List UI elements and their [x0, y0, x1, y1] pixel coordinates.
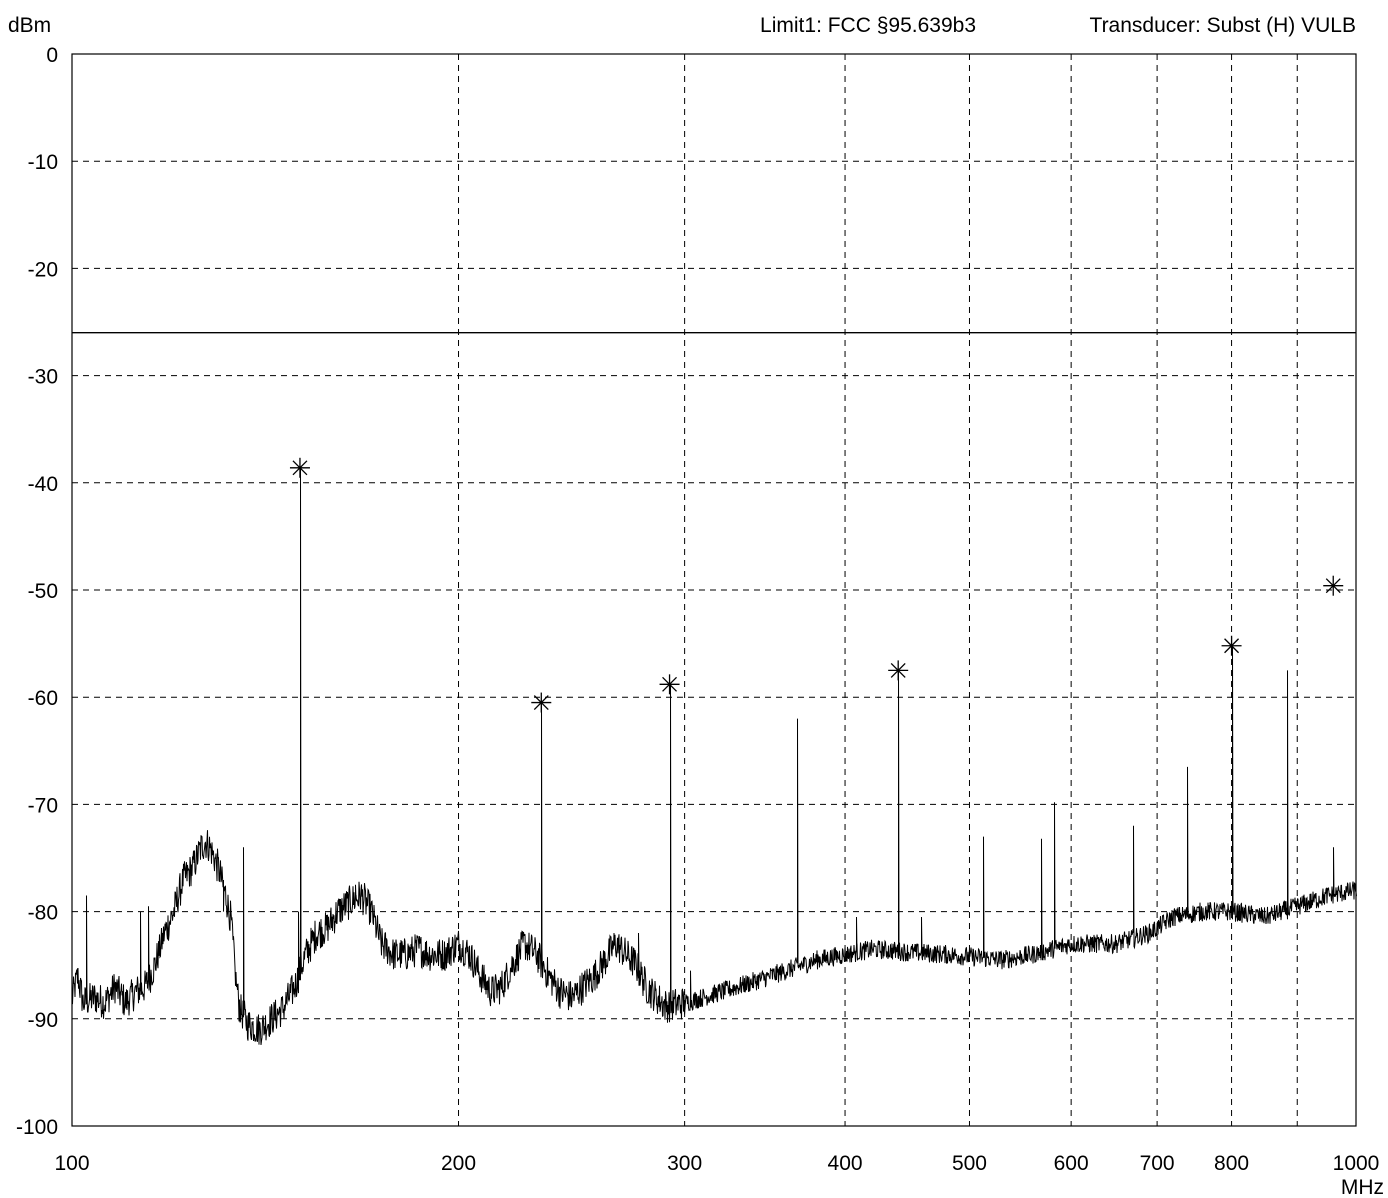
peak-marker	[1221, 635, 1242, 656]
y-tick-label: -90	[28, 1009, 58, 1032]
y-tick-label: -80	[28, 902, 58, 925]
y-axis-unit-label: dBm	[8, 14, 51, 37]
marker-group	[289, 457, 1344, 713]
peak-marker	[659, 674, 680, 695]
x-tick-label: 400	[828, 1152, 863, 1175]
grid	[72, 54, 1356, 1126]
tick-labels: 0 -10 -20 -30 -40 -50 -60 -70 -80 -90 -100 100 200 30…	[16, 44, 1379, 1175]
x-tick-label: 800	[1214, 1152, 1249, 1175]
peak-marker	[1323, 575, 1344, 596]
y-tick-label: -20	[28, 258, 58, 281]
spectrum-trace	[71, 467, 1357, 1046]
peak-marker	[531, 692, 552, 713]
x-tick-label: 500	[952, 1152, 987, 1175]
x-tick-label: 600	[1054, 1152, 1089, 1175]
y-tick-label: -50	[28, 580, 58, 603]
y-tick-label: -10	[28, 151, 58, 174]
x-tick-label: 1000	[1333, 1152, 1380, 1175]
y-tick-label: -70	[28, 794, 58, 817]
x-tick-label: 200	[441, 1152, 476, 1175]
plot-frame	[71, 53, 1357, 1127]
x-tick-label: 700	[1140, 1152, 1175, 1175]
x-tick-label: 300	[667, 1152, 702, 1175]
y-tick-label: -100	[16, 1116, 58, 1139]
x-tick-label: 100	[54, 1152, 89, 1175]
y-tick-label: -40	[28, 473, 58, 496]
transducer-label: Transducer: Subst (H) VULB	[1090, 14, 1356, 37]
y-tick-label: -30	[28, 366, 58, 389]
y-tick-label: -60	[28, 687, 58, 710]
trace-group	[71, 467, 1357, 1046]
y-tick-label: 0	[46, 44, 58, 67]
peak-marker	[289, 457, 310, 478]
x-axis-unit-label: MHz	[1341, 1176, 1384, 1198]
limit-label: Limit1: FCC §95.639b3	[760, 14, 976, 37]
peak-marker	[888, 660, 909, 681]
